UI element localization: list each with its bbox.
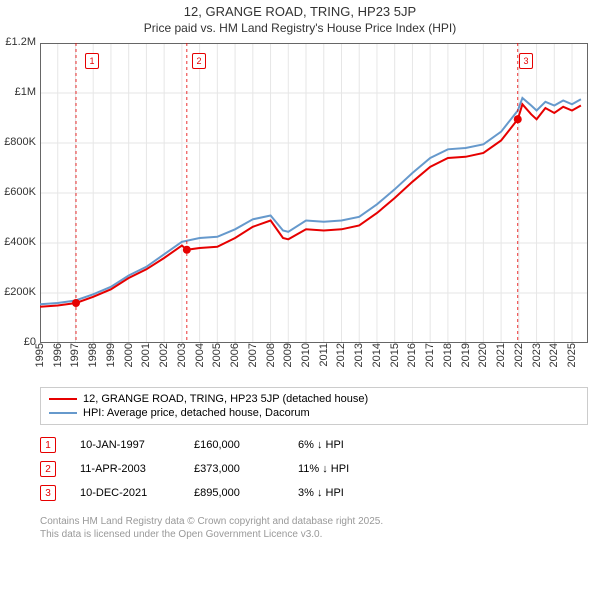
x-tick-label: 2004 bbox=[194, 343, 206, 367]
event-date: 10-JAN-1997 bbox=[80, 439, 170, 451]
x-tick-label: 2016 bbox=[406, 343, 418, 367]
x-tick-label: 2000 bbox=[123, 343, 135, 367]
chart-marker-1: 1 bbox=[85, 53, 99, 69]
x-tick-label: 1997 bbox=[69, 343, 81, 367]
y-tick-label: £600K bbox=[0, 186, 36, 198]
x-tick-label: 2011 bbox=[318, 343, 330, 367]
event-marker: 1 bbox=[40, 437, 56, 453]
y-tick-label: £800K bbox=[0, 136, 36, 148]
legend-swatch bbox=[49, 398, 77, 400]
x-tick-label: 2001 bbox=[140, 343, 152, 367]
event-row: 2 11-APR-2003 £373,000 11% ↓ HPI bbox=[40, 457, 588, 481]
license-line-2: This data is licensed under the Open Gov… bbox=[40, 528, 588, 541]
x-tick-label: 2018 bbox=[442, 343, 454, 367]
event-row: 1 10-JAN-1997 £160,000 6% ↓ HPI bbox=[40, 433, 588, 457]
x-tick-label: 2017 bbox=[424, 343, 436, 367]
event-price: £160,000 bbox=[194, 439, 274, 451]
legend-row: HPI: Average price, detached house, Daco… bbox=[49, 406, 579, 420]
chart-svg bbox=[40, 43, 588, 343]
event-marker: 2 bbox=[40, 461, 56, 477]
x-tick-label: 2003 bbox=[176, 343, 188, 367]
event-diff: 11% ↓ HPI bbox=[298, 463, 388, 475]
legend-row: 12, GRANGE ROAD, TRING, HP23 5JP (detach… bbox=[49, 392, 579, 406]
chart-marker-3: 3 bbox=[519, 53, 533, 69]
legend-swatch bbox=[49, 412, 77, 414]
x-tick-label: 1995 bbox=[34, 343, 46, 367]
x-tick-label: 1996 bbox=[52, 343, 64, 367]
y-tick-label: £1M bbox=[0, 86, 36, 98]
event-row: 3 10-DEC-2021 £895,000 3% ↓ HPI bbox=[40, 481, 588, 505]
x-tick-label: 2006 bbox=[229, 343, 241, 367]
x-tick-label: 2002 bbox=[158, 343, 170, 367]
chart-title: 12, GRANGE ROAD, TRING, HP23 5JP bbox=[0, 4, 600, 19]
event-marker: 3 bbox=[40, 485, 56, 501]
y-tick-label: £200K bbox=[0, 286, 36, 298]
chart-marker-2: 2 bbox=[192, 53, 206, 69]
x-tick-label: 2010 bbox=[300, 343, 312, 367]
x-tick-label: 2015 bbox=[389, 343, 401, 367]
x-tick-label: 2024 bbox=[548, 343, 560, 367]
x-tick-label: 2025 bbox=[566, 343, 578, 367]
event-diff: 3% ↓ HPI bbox=[298, 487, 388, 499]
x-tick-label: 2023 bbox=[531, 343, 543, 367]
legend: 12, GRANGE ROAD, TRING, HP23 5JP (detach… bbox=[40, 387, 588, 425]
event-price: £373,000 bbox=[194, 463, 274, 475]
event-diff: 6% ↓ HPI bbox=[298, 439, 388, 451]
chart-area: 123 £0£200K£400K£600K£800K£1M£1.2M bbox=[40, 43, 588, 343]
legend-label: 12, GRANGE ROAD, TRING, HP23 5JP (detach… bbox=[83, 393, 368, 405]
legend-label: HPI: Average price, detached house, Daco… bbox=[83, 407, 310, 419]
y-tick-label: £0 bbox=[0, 336, 36, 348]
page-container: 12, GRANGE ROAD, TRING, HP23 5JP Price p… bbox=[0, 4, 600, 594]
y-tick-label: £1.2M bbox=[0, 36, 36, 48]
x-tick-label: 2008 bbox=[265, 343, 277, 367]
chart-subtitle: Price paid vs. HM Land Registry's House … bbox=[0, 21, 600, 35]
x-tick-label: 2019 bbox=[460, 343, 472, 367]
event-price: £895,000 bbox=[194, 487, 274, 499]
events-table: 1 10-JAN-1997 £160,000 6% ↓ HPI 2 11-APR-2003… bbox=[40, 433, 588, 505]
x-tick-label: 2005 bbox=[211, 343, 223, 367]
x-tick-label: 2020 bbox=[477, 343, 489, 367]
license-text: Contains HM Land Registry data © Crown c… bbox=[40, 515, 588, 541]
x-tick-label: 1998 bbox=[87, 343, 99, 367]
x-tick-label: 2012 bbox=[335, 343, 347, 367]
x-tick-label: 2022 bbox=[513, 343, 525, 367]
event-date: 11-APR-2003 bbox=[80, 463, 170, 475]
x-tick-label: 2009 bbox=[282, 343, 294, 367]
x-tick-label: 2021 bbox=[495, 343, 507, 367]
event-date: 10-DEC-2021 bbox=[80, 487, 170, 499]
y-tick-label: £400K bbox=[0, 236, 36, 248]
x-tick-label: 2007 bbox=[247, 343, 259, 367]
x-tick-label: 1999 bbox=[105, 343, 117, 367]
license-line-1: Contains HM Land Registry data © Crown c… bbox=[40, 515, 588, 528]
x-tick-label: 2013 bbox=[353, 343, 365, 367]
x-tick-label: 2014 bbox=[371, 343, 383, 367]
x-axis-labels: 1995199619971998199920002001200220032004… bbox=[40, 343, 588, 381]
